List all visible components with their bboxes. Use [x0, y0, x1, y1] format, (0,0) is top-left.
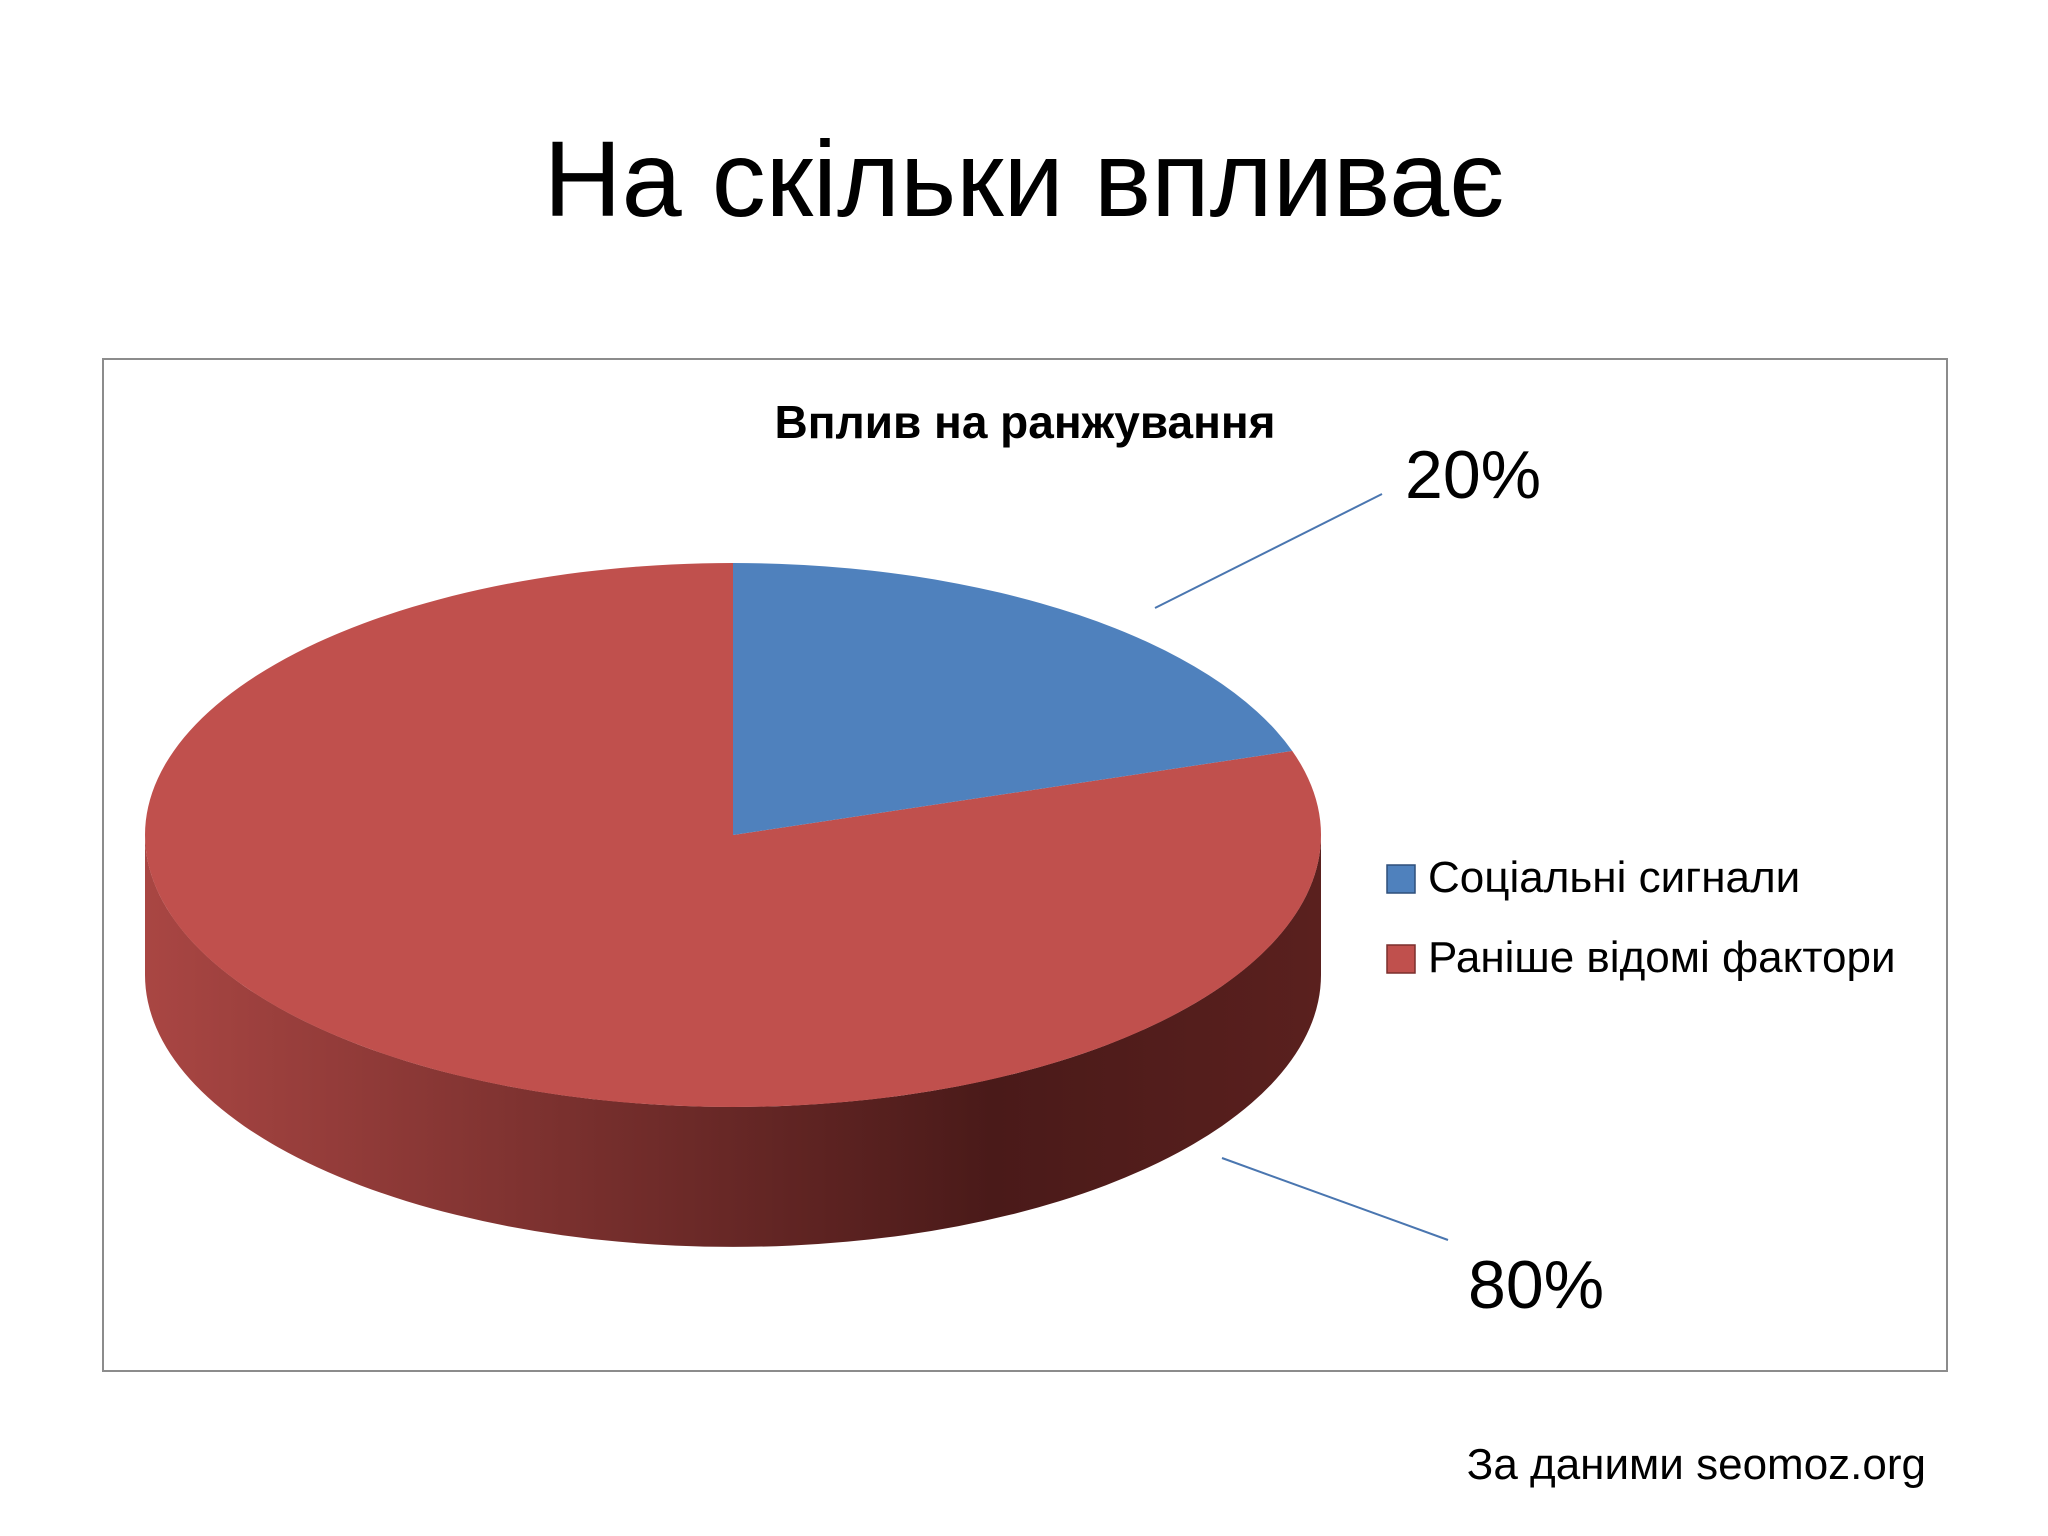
leader-line-80: [1221, 1157, 1449, 1241]
legend-swatch-raniche-vidomi-faktory: [1386, 944, 1416, 974]
pie-side-wall: [145, 835, 1321, 1247]
data-label-80: 80%: [1468, 1247, 1604, 1323]
leader-line-20: [1154, 493, 1383, 609]
legend: Соціальні сигнали Раніше відомі фактори: [1386, 853, 1896, 982]
legend-label-sotsialni-syhnaly: Соціальні сигнали: [1428, 853, 1800, 902]
legend-swatch-sotsialni-syhnaly: [1386, 864, 1416, 894]
source-note: За даними seomoz.org: [1466, 1440, 1926, 1489]
chart-title: Вплив на ранжування: [774, 396, 1275, 448]
slide-title: На скільки впливає: [543, 118, 1505, 239]
legend-label-raniche-vidomi-faktory: Раніше відомі фактори: [1428, 933, 1896, 982]
data-label-20: 20%: [1405, 437, 1541, 513]
pie-slice-sotsialni-syhnaly: [733, 563, 1293, 835]
pie-slice-raniche-vidomi-faktory: [145, 563, 1322, 1107]
